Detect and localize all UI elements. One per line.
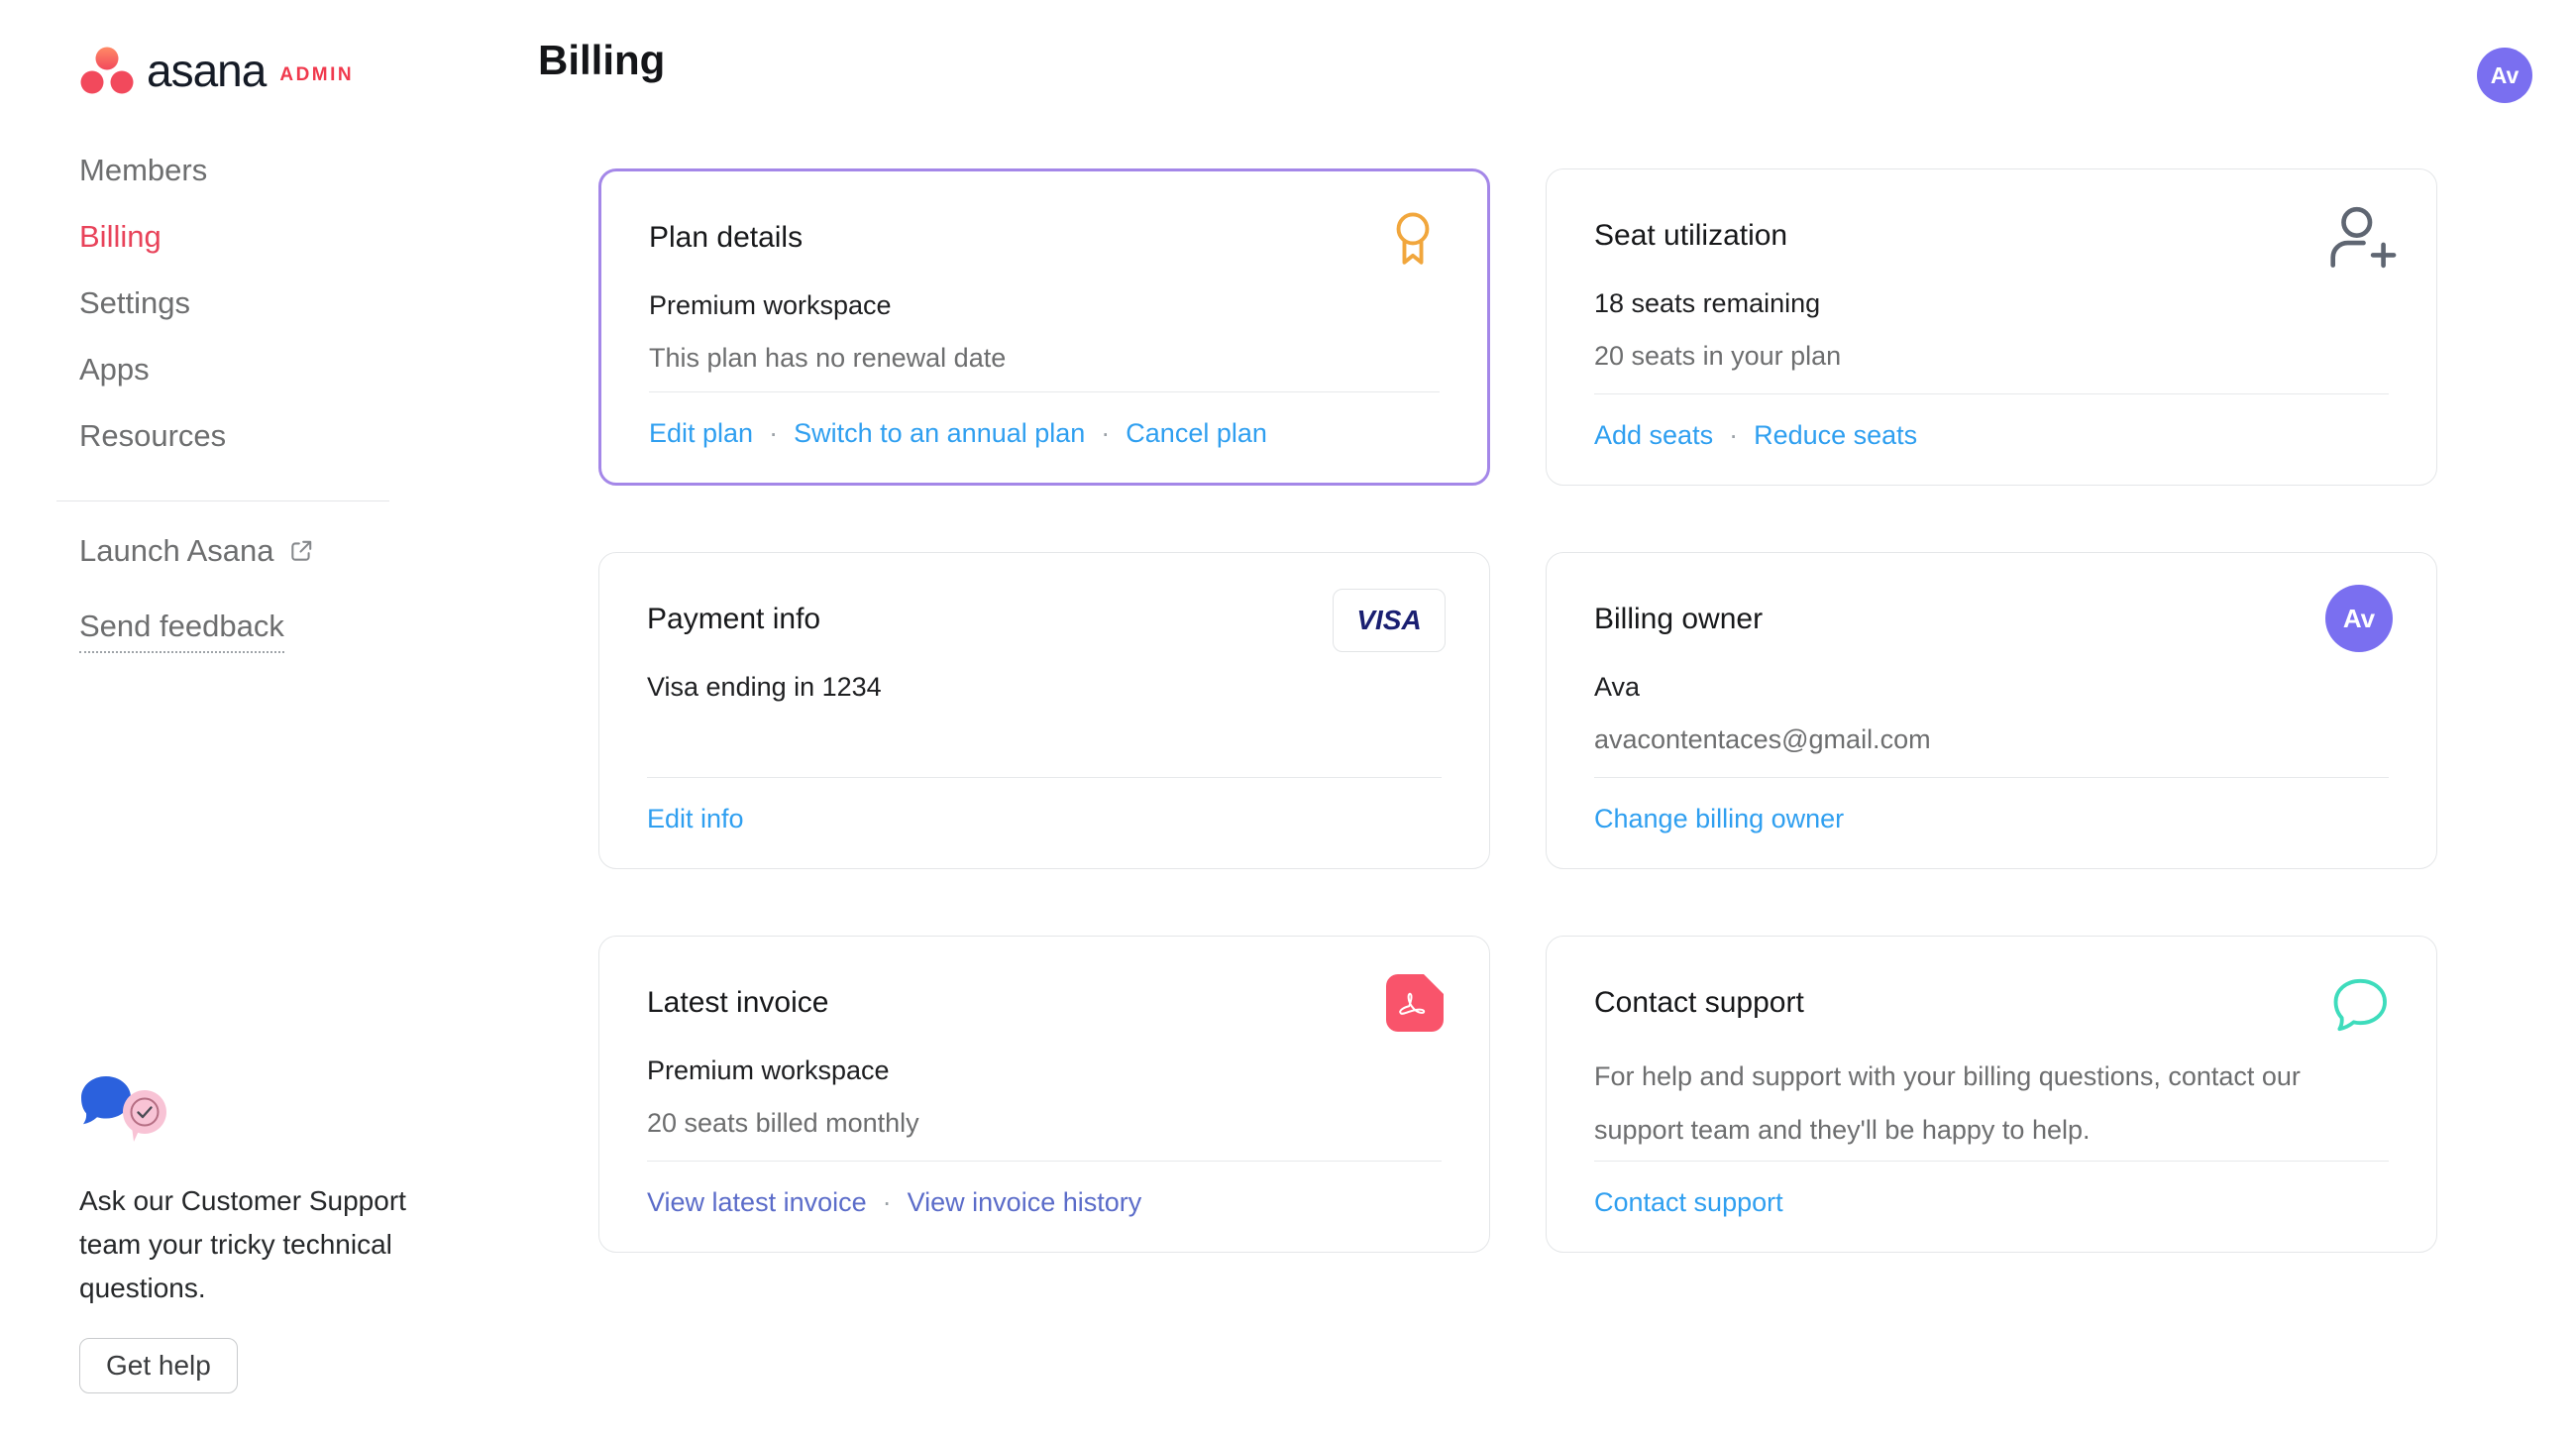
seats-in-plan: 20 seats in your plan	[1594, 341, 1842, 371]
support-text: Ask our Customer Support team your trick…	[79, 1185, 406, 1303]
sidebar-item-billing[interactable]: Billing	[79, 219, 161, 254]
owner-email: avacontentaces@gmail.com	[1594, 724, 1931, 754]
support-block: Ask our Customer Support team your trick…	[79, 1074, 436, 1393]
sidebar-item-resources[interactable]: Resources	[79, 418, 227, 453]
card-title: Contact support	[1594, 986, 1804, 1019]
payment-info-card: Payment info VISA Visa ending in 1234 Ed…	[598, 552, 1490, 869]
sidebar-item-apps[interactable]: Apps	[79, 352, 150, 387]
link-separator: ·	[882, 1187, 892, 1217]
add-seats-link[interactable]: Add seats	[1594, 420, 1714, 450]
invoice-plan-name: Premium workspace	[647, 1055, 890, 1085]
external-link-icon	[288, 538, 314, 564]
add-user-icon	[2325, 203, 2399, 277]
view-invoice-history-link[interactable]: View invoice history	[907, 1187, 1142, 1217]
seat-utilization-card: Seat utilization 18 seats remaining 20 s…	[1546, 168, 2437, 486]
plan-details-card: Plan details Premium workspace This plan…	[598, 168, 1490, 486]
contact-support-card: Contact support For help and support wit…	[1546, 936, 2437, 1253]
plan-renewal-text: This plan has no renewal date	[649, 343, 1007, 373]
edit-info-link[interactable]: Edit info	[647, 804, 744, 833]
card-footer: Edit info	[647, 777, 1442, 868]
card-footer: Add seats · Reduce seats	[1594, 393, 2389, 485]
sidebar-item-members[interactable]: Members	[79, 153, 208, 187]
change-billing-owner-link[interactable]: Change billing owner	[1594, 804, 1845, 833]
pdf-file-icon	[1384, 972, 1446, 1034]
card-ending-text: Visa ending in 1234	[647, 672, 882, 702]
billing-cards-grid: Plan details Premium workspace This plan…	[598, 168, 2437, 1253]
link-separator: ·	[1101, 418, 1111, 448]
sidebar-divider	[56, 500, 389, 501]
card-footer: Contact support	[1594, 1161, 2389, 1252]
visa-card-badge: VISA	[1333, 589, 1446, 652]
sidebar-item-settings[interactable]: Settings	[79, 285, 191, 320]
main-content: Billing Av Plan details Premium workspac…	[538, 0, 2576, 1443]
invoice-billing-text: 20 seats billed monthly	[647, 1108, 919, 1138]
card-title: Payment info	[647, 603, 821, 635]
reduce-seats-link[interactable]: Reduce seats	[1754, 420, 1918, 450]
switch-annual-plan-link[interactable]: Switch to an annual plan	[794, 418, 1086, 448]
card-footer: View latest invoice · View invoice histo…	[647, 1161, 1442, 1252]
support-description: For help and support with your billing q…	[1594, 1061, 2301, 1145]
seats-remaining: 18 seats remaining	[1594, 288, 1821, 318]
card-title: Seat utilization	[1594, 219, 1788, 252]
link-separator: ·	[1729, 420, 1739, 450]
send-feedback-link[interactable]: Send feedback	[79, 609, 284, 653]
asana-wordmark: asana	[147, 45, 267, 96]
owner-name: Ava	[1594, 672, 1641, 702]
cancel-plan-link[interactable]: Cancel plan	[1126, 418, 1267, 448]
sidebar: asana ADMIN Members Billing Settings App…	[0, 0, 476, 1443]
view-latest-invoice-link[interactable]: View latest invoice	[647, 1187, 867, 1217]
billing-owner-card: Billing owner Av Ava avacontentaces@gmai…	[1546, 552, 2437, 869]
chat-bubble-icon	[2327, 972, 2393, 1038]
asana-logo-icon	[79, 46, 135, 95]
card-footer: Edit plan · Switch to an annual plan · C…	[649, 391, 1440, 483]
get-help-button[interactable]: Get help	[79, 1338, 238, 1393]
admin-label: ADMIN	[279, 64, 355, 85]
plan-name: Premium workspace	[649, 290, 892, 320]
launch-asana-link[interactable]: Launch Asana	[79, 533, 314, 569]
user-avatar[interactable]: Av	[2477, 48, 2532, 103]
asana-logo: asana ADMIN	[79, 44, 476, 97]
latest-invoice-card: Latest invoice Premium workspace 20 seat…	[598, 936, 1490, 1253]
card-title: Billing owner	[1594, 603, 1764, 635]
card-title: Plan details	[649, 221, 804, 254]
link-separator: ·	[769, 418, 779, 448]
page-title: Billing	[538, 37, 666, 83]
launch-asana-label: Launch Asana	[79, 533, 274, 568]
chat-bubbles-illustration	[81, 1076, 166, 1142]
sidebar-nav: Members Billing Settings Apps Resources	[79, 153, 476, 485]
billing-owner-avatar: Av	[2325, 585, 2393, 652]
award-ribbon-icon	[1382, 207, 1444, 269]
card-title: Latest invoice	[647, 986, 829, 1019]
edit-plan-link[interactable]: Edit plan	[649, 418, 754, 448]
contact-support-link[interactable]: Contact support	[1594, 1187, 1783, 1217]
card-footer: Change billing owner	[1594, 777, 2389, 868]
send-feedback-label: Send feedback	[79, 609, 284, 653]
